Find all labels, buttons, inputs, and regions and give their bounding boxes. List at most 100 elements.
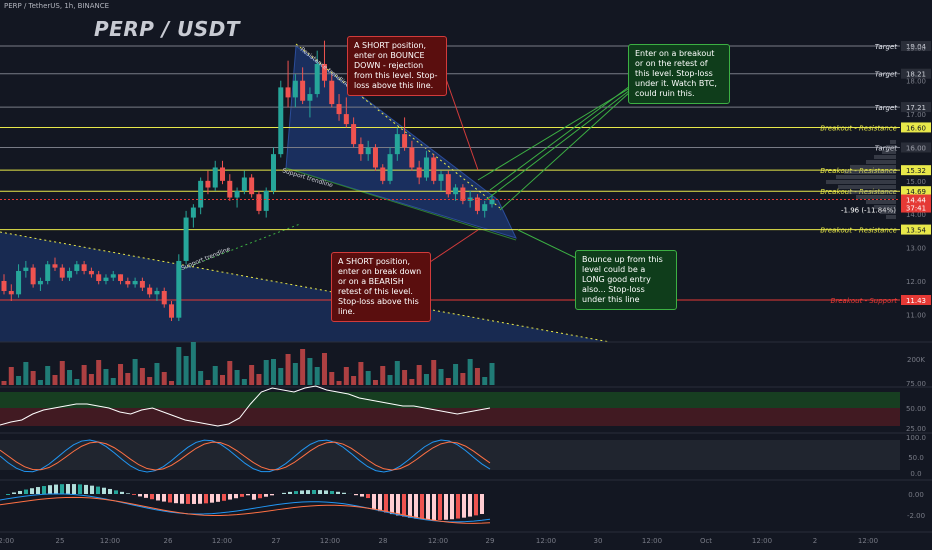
macd-histogram-bar (150, 494, 154, 500)
x-tick-label: 12:00 (858, 537, 878, 545)
candle-body (278, 87, 284, 155)
price-level-label: Breakout - Resistance (820, 167, 897, 175)
candle-body (365, 147, 371, 155)
connector-bounce-long (517, 229, 577, 259)
volume-bar (453, 364, 459, 385)
volume-profile-bar (836, 175, 896, 179)
candle-body (220, 167, 226, 181)
price-level-value: 17.21 (906, 104, 926, 112)
candle-body (227, 180, 233, 198)
callout-bounce-long: Bounce up from this level could be a LON… (575, 250, 677, 310)
volume-bar (489, 363, 495, 385)
candle-body (445, 174, 451, 195)
price-level-value: 18.21 (906, 71, 926, 79)
macd-histogram-bar (6, 494, 10, 495)
candle-body (23, 267, 29, 271)
volume-bar (212, 366, 218, 385)
volume-bar (474, 368, 480, 385)
current-price-tag (901, 194, 931, 213)
candle-body (321, 64, 327, 81)
volume-bar (45, 366, 51, 385)
macd-histogram-bar (342, 492, 346, 494)
price-level-tag (901, 68, 931, 79)
stoch-axis-label: 100.0 (906, 434, 926, 442)
candle-body (88, 270, 94, 275)
candle-body (402, 134, 408, 148)
macd-histogram-bar (30, 488, 34, 494)
volume-bar (263, 360, 269, 385)
price-level-tag (901, 295, 931, 305)
macd-histogram-bar (450, 494, 454, 520)
macd-histogram-bar (114, 490, 118, 494)
candle-body (45, 264, 51, 281)
volume-bar (30, 371, 36, 385)
candle-body (154, 290, 160, 295)
macd-histogram-bar (474, 494, 478, 516)
volume-bar (147, 377, 153, 385)
price-level-label: Target (875, 71, 897, 79)
macd-histogram-bar (408, 494, 412, 518)
volume-bar (227, 361, 233, 385)
stoch-k-line (0, 439, 491, 473)
macd-histogram-bar (330, 491, 334, 494)
support-trendline-wedge (285, 167, 517, 241)
volume-bar (241, 379, 247, 385)
macd-histogram-bar (132, 494, 136, 495)
macd-histogram-bar (186, 494, 190, 504)
y-tick-label: 17.00 (906, 111, 926, 119)
callout-short-breakdown: A SHORT position, enter on break down or… (331, 252, 431, 322)
support-trendline-left (179, 223, 301, 271)
rsi-line (0, 385, 491, 427)
macd-histogram-bar (24, 489, 28, 494)
volume-bar (431, 360, 437, 385)
x-tick-label: 12:00 (428, 537, 448, 545)
macd-axis-label: -2.00 (907, 512, 925, 520)
rsi-overbought-band (0, 392, 900, 408)
candle-body (190, 207, 196, 218)
x-tick-label: 12:00 (752, 537, 772, 545)
x-tick-label: 12:00 (642, 537, 662, 545)
candle-body (16, 270, 22, 295)
stoch-axis-label: 50.0 (908, 454, 924, 462)
y-tick-label: 18.00 (906, 78, 926, 86)
macd-histogram-bar (306, 490, 310, 494)
x-tick-label: 26 (164, 537, 173, 545)
y-tick-label: 19.00 (906, 44, 926, 52)
macd-histogram-bar (18, 490, 22, 494)
candle-body (81, 264, 87, 271)
y-tick-label: 15.00 (906, 178, 926, 186)
volume-bar (409, 379, 415, 385)
macd-histogram-bar (480, 494, 484, 515)
macd-histogram-bar (288, 491, 292, 494)
volume-bar (132, 359, 138, 385)
connector-breakout-long (499, 91, 631, 211)
candle-body (125, 280, 131, 285)
candle-body (292, 80, 298, 98)
rsi-oversold-band (0, 408, 900, 426)
macd-histogram-bar (270, 494, 274, 496)
macd-histogram-bar (102, 487, 106, 494)
candle-body (205, 180, 211, 188)
price-level-label: Breakout - Resistance (820, 227, 897, 235)
volume-bar (329, 372, 335, 385)
price-level-tag (901, 41, 931, 51)
candle-body (336, 104, 342, 115)
volume-bar (380, 366, 386, 385)
connector-breakout-long (485, 89, 631, 201)
volume-bar (198, 371, 204, 385)
candle-body (183, 217, 189, 261)
volume-bar (482, 377, 488, 385)
volume-bar (285, 354, 291, 385)
volume-bar (358, 362, 364, 385)
macd-histogram-bar (462, 494, 466, 518)
volume-bar (300, 349, 306, 385)
macd-histogram-bar (384, 494, 388, 513)
x-tick-label: 12:00 (0, 537, 14, 545)
macd-histogram-bar (366, 494, 370, 499)
volume-profile-bar (882, 150, 896, 154)
x-tick-label: 12:00 (100, 537, 120, 545)
volume-bar (351, 376, 357, 385)
volume-bar (402, 370, 408, 385)
volume-profile-bar (874, 155, 896, 159)
